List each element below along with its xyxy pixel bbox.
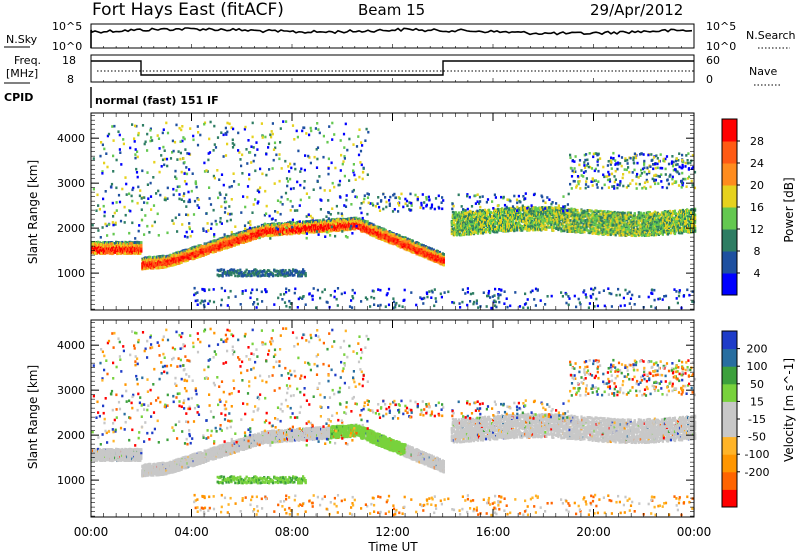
power-cell [237,242,240,246]
freq-label-1: Freq. [14,54,41,67]
noise-left-label: N.Sky [6,33,38,46]
noise-panel: N.Sky 10^5 10^0 10^5 10^0 N.Search [4,20,796,53]
power-cell [398,234,401,237]
power-cell [340,225,343,228]
date-title: 29/Apr/2012 [590,1,683,19]
power-cell [156,264,159,267]
power-cell [257,225,260,229]
power-cell [226,234,229,238]
power-cell [442,253,445,256]
cpid-mode: normal (fast) 151 IF [95,94,219,107]
power-cell [219,237,222,240]
power-cell [168,264,171,268]
power-cell [261,228,265,232]
power-cell [207,252,210,255]
nave-tick-top: 60 [706,54,720,67]
power-cell [253,226,256,229]
power-cell [453,233,456,236]
power-cell [186,259,189,262]
freq-tick-bottom: 8 [67,73,74,86]
freq-panel: Freq. [MHz] 18 8 60 0 Nave [4,54,780,86]
nave-tick-bottom: 0 [706,73,713,86]
power-cell [165,262,168,265]
power-cell [139,252,142,255]
power-cell [97,240,100,244]
station-title: Fort Hays East (fitACF) [92,0,284,20]
freq-tick-top: 18 [62,54,76,67]
noise-left-tick-top: 10^5 [52,20,82,33]
power-cell [94,251,97,255]
noise-right-label: N.Search [746,29,796,42]
power-cell [224,238,227,242]
power-cell [453,216,456,219]
power-cell [450,232,453,236]
power-cell [144,267,147,271]
power-cell [149,255,152,259]
power-cell [232,233,235,237]
beam-title: Beam 15 [358,1,425,19]
cpid-label: CPID [4,91,33,104]
power-cell [136,241,139,245]
power-cell [118,252,121,255]
power-cell [451,210,454,214]
power-cell [180,261,183,264]
power-cell [193,251,196,255]
power-cell [442,263,445,267]
power-cell [411,239,414,243]
power-cell [259,235,262,238]
power-cell [273,223,277,226]
power-cell [240,237,243,240]
power-cell [225,241,228,245]
power-cell [224,236,227,240]
power-cell [439,262,442,266]
power-cell [212,241,215,245]
power-cell [442,260,445,264]
power-cell [230,243,233,247]
power-cell [153,255,156,259]
power-cell [442,258,445,262]
noise-left-tick-bottom: 10^0 [52,40,82,53]
power-data [91,120,697,310]
noise-trace [90,27,693,48]
power-cell [103,250,106,254]
power-cell [140,244,143,248]
power-cell [243,229,246,233]
power-cell [254,237,257,240]
power-cell [117,250,120,254]
noise-right-tick-bottom: 10^0 [706,40,736,53]
power-cell [240,233,243,236]
power-cell [129,244,132,247]
power-cell [140,249,143,253]
nave-label: Nave [749,65,777,78]
power-cell [97,251,100,254]
power-cell [214,250,217,253]
noise-right-tick-top: 10^5 [706,20,736,33]
freq-label-2: [MHz] [6,67,38,80]
power-cell [140,241,143,244]
power-cell [428,246,431,250]
power-cell [152,267,155,270]
power-cell [452,221,455,225]
power-cell [240,239,243,243]
freq-trace [91,60,694,76]
